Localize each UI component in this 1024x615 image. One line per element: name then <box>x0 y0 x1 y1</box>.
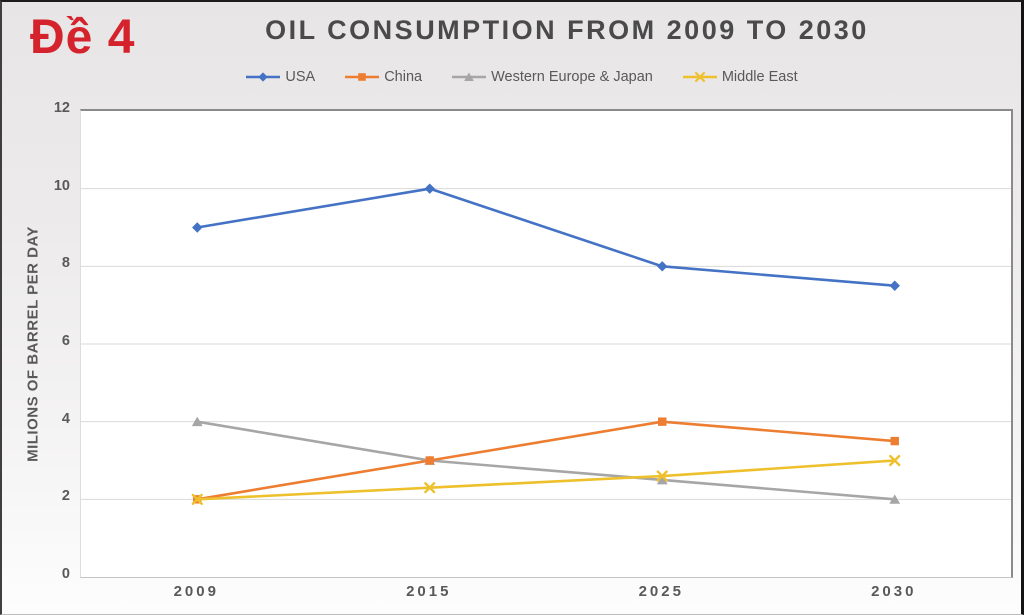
legend-item-middle-east: Middle East <box>682 69 798 85</box>
series-line-china <box>197 420 895 501</box>
marker-middle-east-2025 <box>656 470 668 482</box>
x-tick-2009: 2009 <box>173 583 219 600</box>
marker-western-europe-japan-2030 <box>889 494 901 504</box>
legend-label: China <box>384 69 423 85</box>
y-tick-10: 10 <box>53 177 70 194</box>
legend-item-usa: USA <box>246 69 315 85</box>
marker-usa-2009 <box>192 222 203 233</box>
y-tick-0: 0 <box>61 566 70 582</box>
plot-area <box>80 109 1013 578</box>
legend-x-icon <box>682 71 717 83</box>
chart-legend: USA China Western Europe & Japan Middle Eas… <box>57 66 987 88</box>
marker-usa-2030 <box>889 280 900 291</box>
exam-number-badge: Đề 4 <box>30 11 136 64</box>
marker-usa-2015 <box>424 183 435 194</box>
marker-western-europe-japan-2009 <box>191 416 203 427</box>
series-line-usa <box>197 187 895 288</box>
legend-label: Middle East <box>721 69 798 85</box>
marker-china-2015 <box>425 456 434 465</box>
legend-item-china: China <box>345 69 422 85</box>
x-tick-2015: 2015 <box>406 583 452 600</box>
legend-label: USA <box>285 69 316 85</box>
marker-middle-east-2015 <box>424 482 436 494</box>
marker-western-europe-japan-2025 <box>656 474 668 485</box>
marker-middle-east-2009 <box>191 493 203 505</box>
legend-diamond-icon <box>246 72 281 82</box>
legend-triangle-icon <box>452 72 487 81</box>
legend-label: Western Europe & Japan <box>491 69 653 85</box>
marker-china-2025 <box>658 417 667 426</box>
y-axis-title: MILIONS OF BARREL PER DAY <box>24 226 42 462</box>
y-tick-4: 4 <box>61 410 70 427</box>
marker-middle-east-2030 <box>889 454 901 467</box>
y-tick-12: 12 <box>53 100 70 116</box>
series-line-middle-east <box>197 459 895 501</box>
x-tick-2030: 2030 <box>871 583 917 600</box>
x-tick-2025: 2025 <box>638 583 684 600</box>
legend-item-western-europe-japan: Western Europe & Japan <box>452 69 653 85</box>
series-line-western-europe-japan <box>197 420 895 501</box>
y-tick-6: 6 <box>61 333 70 349</box>
chart-canvas <box>81 183 1011 505</box>
marker-china-2030 <box>890 436 899 446</box>
chart-title: OIL CONSUMPTION FROM 2009 TO 2030 <box>265 15 869 45</box>
marker-usa-2025 <box>657 261 668 272</box>
y-tick-2: 2 <box>61 488 70 505</box>
y-tick-8: 8 <box>61 255 70 272</box>
legend-square-icon <box>345 73 380 81</box>
